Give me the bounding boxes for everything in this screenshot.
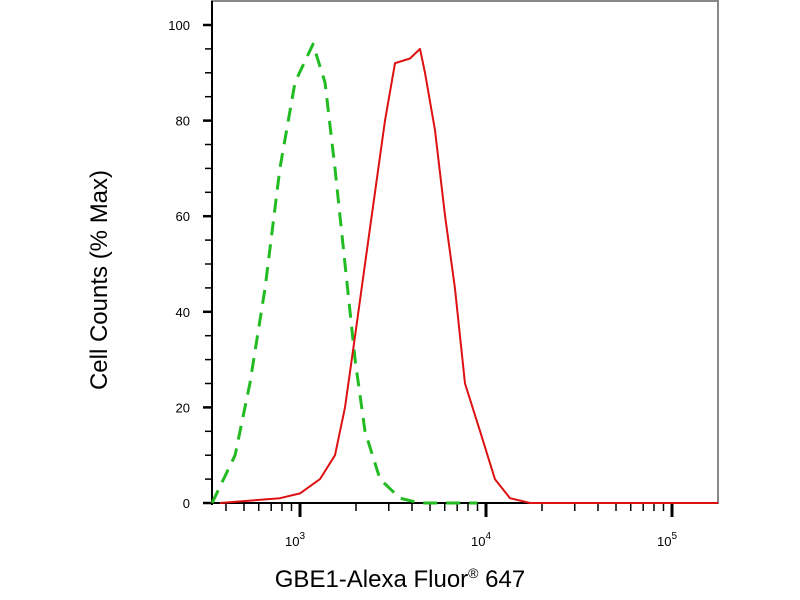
x-axis-label: GBE1-Alexa Fluor® 647 — [274, 565, 526, 593]
y-tick-label: 20 — [176, 400, 190, 415]
control-histogram-line — [210, 42, 478, 505]
y-tick-label: 0 — [183, 496, 190, 511]
x-tick-label: 105 — [657, 531, 677, 549]
y-tick-label: 60 — [176, 209, 190, 224]
y-tick-label: 100 — [168, 18, 190, 33]
y-tick-label: 40 — [176, 305, 190, 320]
x-tick-label: 103 — [285, 531, 305, 549]
y-tick-label: 80 — [176, 114, 190, 129]
sample-histogram-line — [219, 47, 718, 504]
plot-frame — [211, 0, 719, 504]
y-axis-label: Cell Counts (% Max) — [86, 169, 113, 391]
x-tick-label: 104 — [471, 531, 491, 549]
